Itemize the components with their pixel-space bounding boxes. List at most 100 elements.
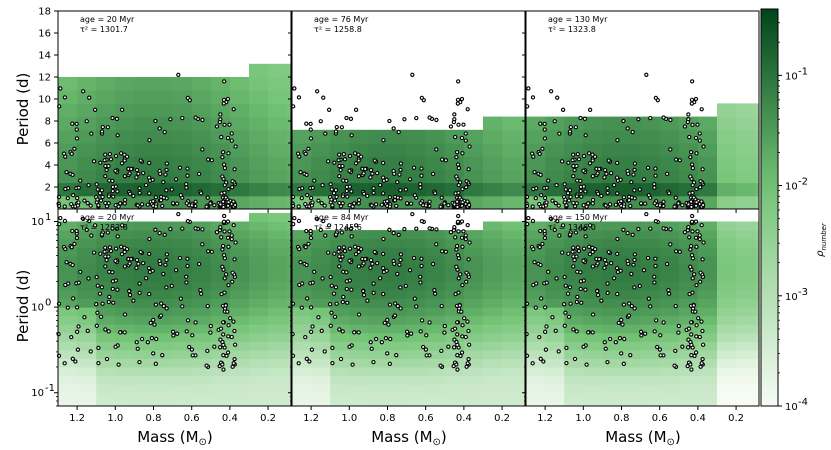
star-point [619,351,624,356]
star-point [398,188,403,193]
star-point [693,309,698,314]
star-point [146,265,152,271]
star-point [697,138,702,143]
heatmap-cell [521,298,525,308]
star-point [673,157,679,162]
star-point [421,344,426,350]
heatmap-cell [602,401,622,406]
heatmap-cell [406,298,427,308]
heatmap-cell [248,272,269,282]
heatmap-cell [268,238,288,248]
heatmap-cell [482,156,503,170]
star-point [616,320,621,326]
star-point [688,243,694,249]
heatmap-cell [349,272,369,282]
star-point [442,201,447,206]
star-point [576,157,582,162]
star-point [136,261,141,266]
heatmap-cell [755,341,759,351]
heatmap-cell [425,247,446,257]
heatmap-cell [444,281,465,291]
heatmap-cell [172,401,193,406]
heatmap-cell [268,324,288,334]
star-point [538,172,543,178]
star-point [368,167,374,173]
star-point [686,326,692,331]
heatmap-cell [330,307,350,317]
star-point [381,251,386,257]
heatmap-cell [502,384,522,394]
heatmap-cell [330,401,350,406]
star-point [597,257,602,262]
heatmap-cell [697,281,718,291]
heatmap-cell [755,221,759,231]
heatmap-cell [292,230,312,240]
heatmap-cell [640,129,661,144]
star-point [581,153,587,159]
heatmap-cell [153,290,174,300]
star-point [104,257,109,263]
heatmap-cell [678,315,699,325]
star-point [550,198,555,203]
star-point [586,244,592,249]
heatmap-cell [425,332,446,342]
star-point [214,124,220,129]
star-point [100,124,105,130]
heatmap-cell [697,182,718,197]
star-point [297,154,302,159]
star-point [314,89,320,94]
star-point [567,232,573,237]
heatmap-cell [248,298,269,308]
heatmap-cells [292,221,525,406]
star-point [430,171,436,177]
heatmap-cell [58,349,78,359]
heatmap-cell [716,143,737,157]
star-point [99,129,105,134]
heatmap-cell [77,315,97,325]
star-point [326,107,332,112]
star-point [694,334,699,339]
heatmap-cell [153,281,174,291]
star-point [110,286,115,292]
heatmap-cell [387,358,408,368]
star-point [371,190,376,196]
heatmap-cell [172,375,193,385]
star-point [331,191,337,196]
star-point [157,126,162,131]
heatmap-cell [602,298,622,308]
x-tick-label: 0.4 [222,413,238,424]
heatmap-cell [502,143,522,157]
star-point [100,301,105,306]
star-point [454,243,460,249]
heatmap-cell [368,143,388,157]
star-point [323,233,328,238]
heatmap-cell [545,281,565,291]
heatmap-cell [602,255,622,265]
heatmap-cell [248,264,269,274]
heatmap-cell [482,307,503,317]
heatmap-cell [564,332,584,342]
star-point [161,179,166,185]
star-point [158,171,163,176]
heatmap-cell [77,307,97,317]
colorbar-label: ρnumber [815,222,828,257]
star-point [582,226,588,232]
heatmap-cell [96,77,116,91]
star-point [221,253,227,258]
star-point [666,288,671,293]
heatmap-cell [521,315,525,325]
heatmap-cell [210,264,231,274]
star-point [322,349,327,354]
star-point [308,136,314,141]
star-point [196,261,202,267]
heatmap-cell [502,221,522,231]
heatmap-cell [502,307,522,317]
heatmap-cell [697,169,718,184]
star-point [432,288,437,293]
heatmap-cell [621,401,642,406]
heatmap-cell [229,392,250,402]
star-point [530,95,536,100]
star-point [699,319,704,324]
heatmap-cell [526,272,546,282]
heatmap-cell [697,129,718,144]
